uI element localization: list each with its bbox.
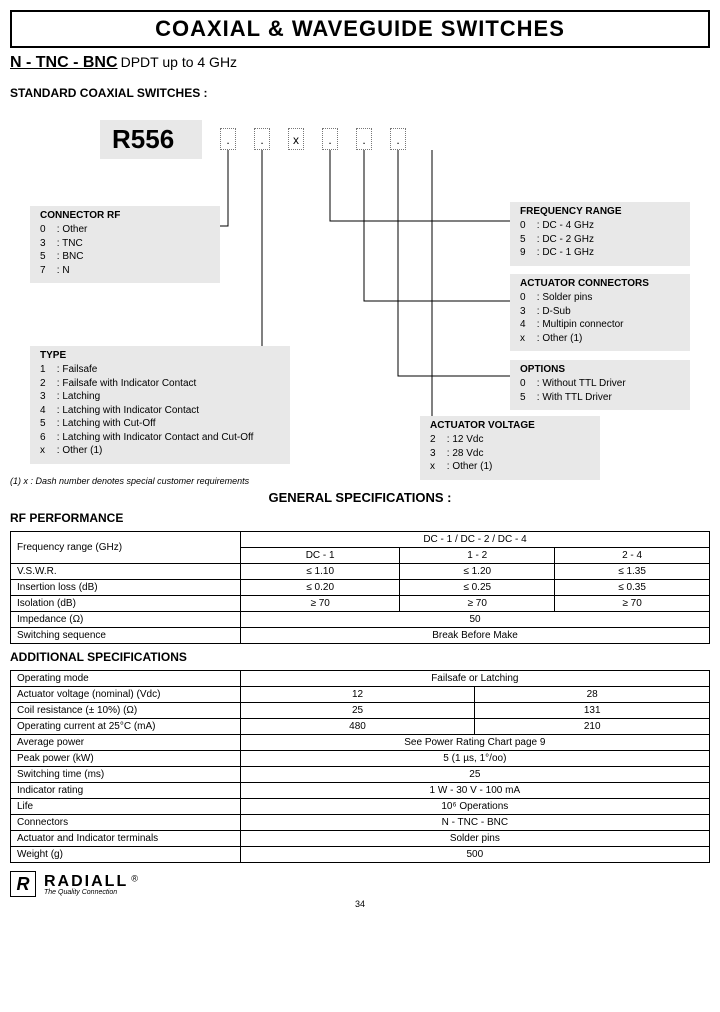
part-number: R556 [100, 120, 202, 159]
digit-slot: . [390, 128, 406, 150]
subtitle-bold: N - TNC - BNC [10, 54, 118, 71]
logo-icon: R [10, 871, 36, 897]
code-box-title: ACTUATOR VOLTAGE [430, 420, 590, 431]
code-row: 5 : With TTL Driver [520, 391, 680, 405]
code-box-actuator_volt: ACTUATOR VOLTAGE 2 : 12 Vdc3 : 28 Vdcx : … [420, 416, 600, 480]
code-row: 4 : Multipin connector [520, 318, 680, 332]
code-row: x : Other (1) [430, 460, 590, 474]
code-row: 3 : D-Sub [520, 305, 680, 319]
code-box-title: FREQUENCY RANGE [520, 206, 680, 217]
footnote: (1) x : Dash number denotes special cust… [10, 476, 249, 486]
code-row: 4 : Latching with Indicator Contact [40, 404, 280, 418]
code-row: 9 : DC - 1 GHz [520, 246, 680, 260]
additional-specs-table: Operating modeFailsafe or LatchingActuat… [10, 670, 710, 863]
code-row: 2 : Failsafe with Indicator Contact [40, 377, 280, 391]
code-row: 7 : N [40, 264, 210, 278]
std-heading: STANDARD COAXIAL SWITCHES : [10, 86, 710, 100]
code-row: 5 : BNC [40, 250, 210, 264]
code-row: 6 : Latching with Indicator Contact and … [40, 431, 280, 445]
subtitle-rest: DPDT up to 4 GHz [121, 54, 237, 70]
page-number: 34 [10, 899, 710, 909]
rf-performance-table: Frequency range (GHz)DC - 1 / DC - 2 / D… [10, 531, 710, 644]
code-box-title: ACTUATOR CONNECTORS [520, 278, 680, 289]
digit-slot: . [356, 128, 372, 150]
code-box-title: OPTIONS [520, 364, 680, 375]
rf-heading: RF PERFORMANCE [10, 511, 710, 525]
code-row: 0 : Solder pins [520, 291, 680, 305]
code-row: x : Other (1) [520, 332, 680, 346]
code-row: 0 : Without TTL Driver [520, 377, 680, 391]
code-row: 0 : DC - 4 GHz [520, 219, 680, 233]
digit-slot: . [254, 128, 270, 150]
code-row: 3 : 28 Vdc [430, 447, 590, 461]
footer: R RADIALL ® The Quality Connection [10, 871, 710, 897]
code-box-title: CONNECTOR RF [40, 210, 210, 221]
code-row: 5 : DC - 2 GHz [520, 233, 680, 247]
code-box-connector_rf: CONNECTOR RF 0 : Other3 : TNC5 : BNC7 : N [30, 206, 220, 283]
brand-name: RADIALL [44, 873, 128, 890]
digit-slot: x [288, 128, 304, 150]
digit-slots: .. x... [220, 128, 406, 150]
code-row: 5 : Latching with Cut-Off [40, 417, 280, 431]
add-heading: ADDITIONAL SPECIFICATIONS [10, 650, 710, 664]
digit-slot: . [322, 128, 338, 150]
code-box-title: TYPE [40, 350, 280, 361]
code-row: 2 : 12 Vdc [430, 433, 590, 447]
code-row: x : Other (1) [40, 444, 280, 458]
gen-specs-title: GENERAL SPECIFICATIONS : [10, 490, 710, 505]
subtitle: N - TNC - BNC DPDT up to 4 GHz [10, 52, 710, 80]
title-bar: COAXIAL & WAVEGUIDE SWITCHES [10, 10, 710, 48]
page-title: COAXIAL & WAVEGUIDE SWITCHES [16, 16, 704, 42]
code-row: 3 : Latching [40, 390, 280, 404]
code-row: 0 : Other [40, 223, 210, 237]
code-row: 3 : TNC [40, 237, 210, 251]
ordering-diagram: R556 .. x... CONNECTOR RF 0 : Other3 : TNC… [10, 106, 710, 486]
code-box-freq_range: FREQUENCY RANGE 0 : DC - 4 GHz5 : DC - 2 … [510, 202, 690, 266]
code-box-actuator_conn: ACTUATOR CONNECTORS 0 : Solder pins3 : D-… [510, 274, 690, 351]
code-box-options: OPTIONS 0 : Without TTL Driver5 : With TT… [510, 360, 690, 410]
registered-icon: ® [131, 873, 138, 883]
digit-slot: . [220, 128, 236, 150]
code-row: 1 : Failsafe [40, 363, 280, 377]
code-box-type: TYPE 1 : Failsafe2 : Failsafe with Indica… [30, 346, 290, 464]
